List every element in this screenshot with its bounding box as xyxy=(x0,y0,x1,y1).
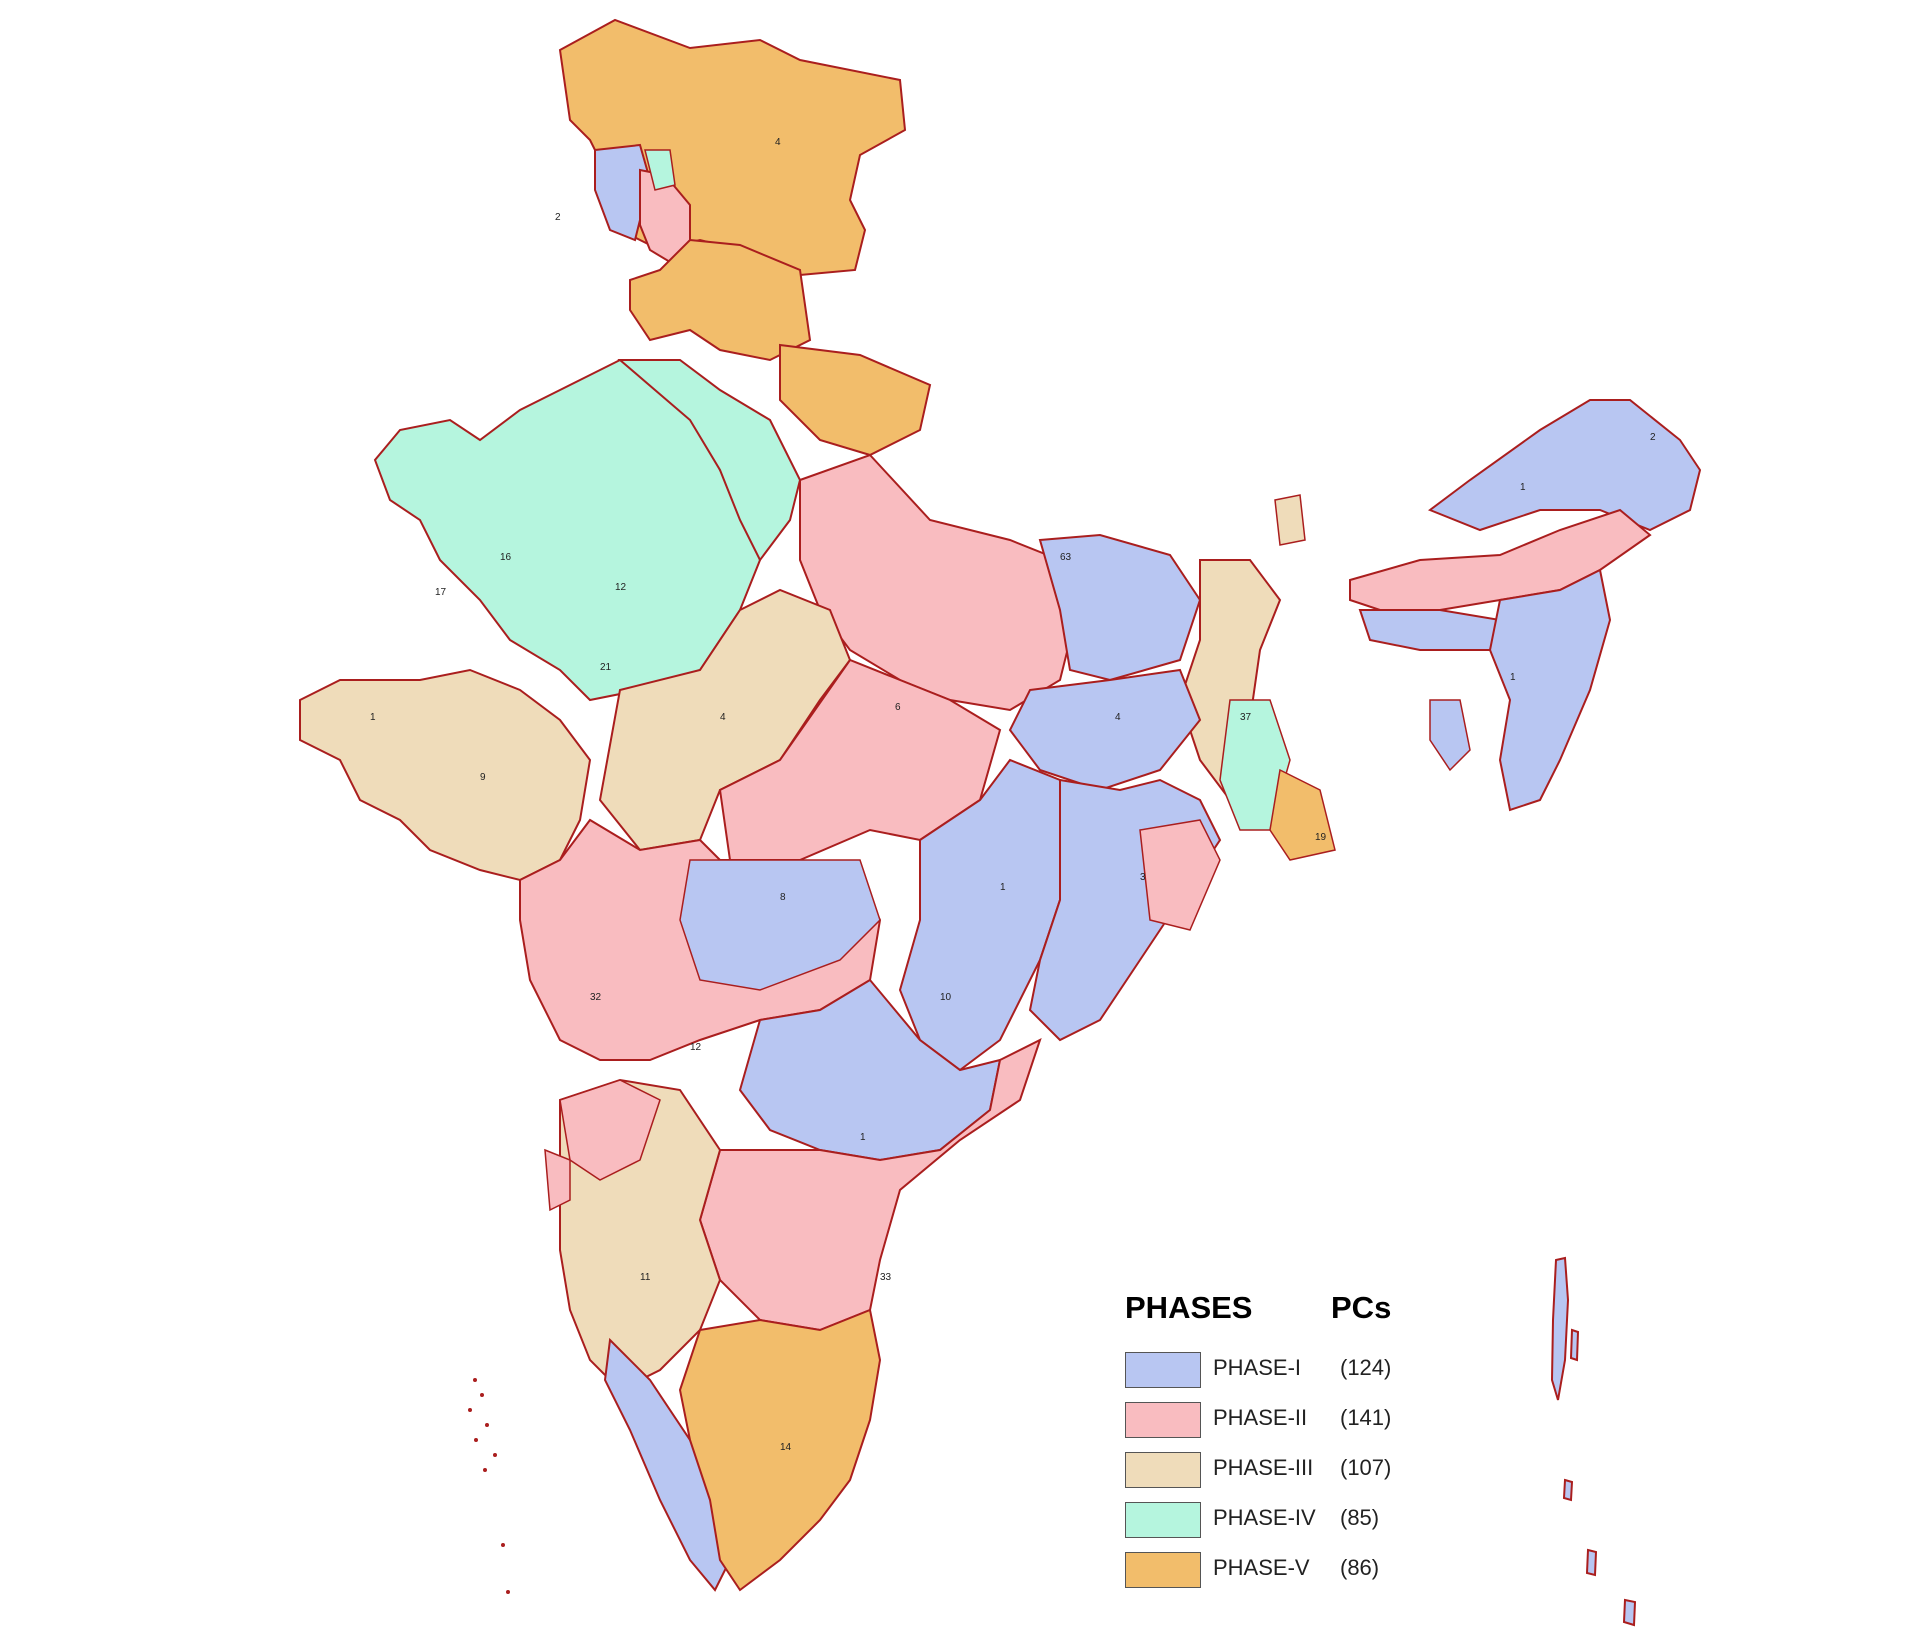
svg-text:8: 8 xyxy=(780,892,786,903)
phase-label: PHASE-I xyxy=(1213,1355,1302,1380)
swatch-phase-3 xyxy=(1125,1452,1201,1488)
svg-text:1: 1 xyxy=(1510,672,1516,683)
region-maharashtra-blue[interactable] xyxy=(679,859,881,991)
svg-text:1: 1 xyxy=(1000,882,1006,893)
region-uttarakhand[interactable] xyxy=(779,343,932,457)
svg-text:2: 2 xyxy=(1650,432,1656,443)
svg-text:4: 4 xyxy=(775,137,781,148)
region-goa[interactable] xyxy=(544,1148,571,1212)
region-tripura[interactable] xyxy=(1429,699,1471,772)
phase-label: PHASE-III xyxy=(1213,1455,1314,1480)
legend-count-header: PCs xyxy=(1331,1290,1392,1325)
region-kolkata-orange[interactable] xyxy=(1269,768,1336,861)
svg-text:19: 19 xyxy=(1315,832,1327,843)
legend-item-phase-2: PHASE-II (141) xyxy=(1125,1396,1415,1446)
svg-text:16: 16 xyxy=(500,552,512,563)
phase-count: (124) xyxy=(1340,1355,1392,1380)
svg-text:4: 4 xyxy=(720,712,726,723)
region-arunachal[interactable] xyxy=(1427,399,1702,532)
region-odisha-pink[interactable] xyxy=(1139,819,1221,931)
region-kerala[interactable] xyxy=(603,1337,732,1592)
swatch-phase-2 xyxy=(1125,1402,1201,1438)
svg-text:2: 2 xyxy=(555,212,561,223)
legend: PHASES PCs PHASE-I (124) PHASE-II (141) … xyxy=(1125,1290,1415,1596)
region-andhra[interactable] xyxy=(698,1038,1042,1332)
phase-label: PHASE-V xyxy=(1213,1555,1310,1580)
region-meghalaya[interactable] xyxy=(1358,609,1502,651)
region-northeast-south[interactable] xyxy=(1488,568,1612,812)
phase-count: (85) xyxy=(1340,1505,1380,1530)
region-bihar[interactable] xyxy=(1038,533,1202,682)
svg-text:3: 3 xyxy=(1140,872,1146,883)
phase-count: (141) xyxy=(1340,1405,1392,1430)
svg-text:9: 9 xyxy=(480,772,486,783)
svg-text:17: 17 xyxy=(435,587,447,598)
phase-count: (86) xyxy=(1340,1555,1380,1580)
svg-text:37: 37 xyxy=(1240,712,1252,723)
legend-item-phase-1: PHASE-I (124) xyxy=(1125,1346,1415,1396)
legend-item-phase-3: PHASE-III (107) xyxy=(1125,1446,1415,1496)
svg-text:33: 33 xyxy=(880,1272,892,1283)
svg-text:63: 63 xyxy=(1060,552,1072,563)
phase-label: PHASE-IV xyxy=(1213,1505,1316,1530)
svg-text:11: 11 xyxy=(640,1272,651,1283)
region-sikkim[interactable] xyxy=(1274,494,1306,546)
svg-text:6: 6 xyxy=(895,702,901,713)
svg-text:32: 32 xyxy=(590,992,602,1003)
svg-text:12: 12 xyxy=(690,1042,702,1053)
legend-title: PHASES xyxy=(1125,1290,1253,1325)
region-himachal-teal[interactable] xyxy=(644,149,676,191)
region-himachal-orange[interactable] xyxy=(629,238,812,362)
legend-header: PHASES PCs xyxy=(1125,1290,1415,1346)
region-jharkhand[interactable] xyxy=(1008,668,1202,792)
swatch-phase-1 xyxy=(1125,1352,1201,1388)
phase-count: (107) xyxy=(1340,1455,1392,1480)
svg-text:1: 1 xyxy=(860,1132,866,1143)
legend-item-phase-5: PHASE-V (86) xyxy=(1125,1546,1415,1596)
andaman-nicobar-islands xyxy=(1550,1256,1637,1627)
phase-label: PHASE-II xyxy=(1213,1405,1308,1430)
svg-text:1: 1 xyxy=(1520,482,1526,493)
region-tamil-nadu[interactable] xyxy=(678,1308,882,1592)
svg-text:4: 4 xyxy=(1115,712,1121,723)
region-haryana[interactable] xyxy=(617,359,802,562)
svg-text:12: 12 xyxy=(615,582,627,593)
lakshadweep-islands xyxy=(468,1378,510,1594)
svg-text:14: 14 xyxy=(780,1442,792,1453)
swatch-phase-4 xyxy=(1125,1502,1201,1538)
legend-item-phase-4: PHASE-IV (85) xyxy=(1125,1496,1415,1546)
svg-text:21: 21 xyxy=(600,662,612,673)
svg-text:1: 1 xyxy=(370,712,376,723)
swatch-phase-5 xyxy=(1125,1552,1201,1588)
svg-text:10: 10 xyxy=(940,992,952,1003)
region-himachal-north[interactable] xyxy=(594,143,652,242)
region-gujarat[interactable] xyxy=(299,668,592,882)
